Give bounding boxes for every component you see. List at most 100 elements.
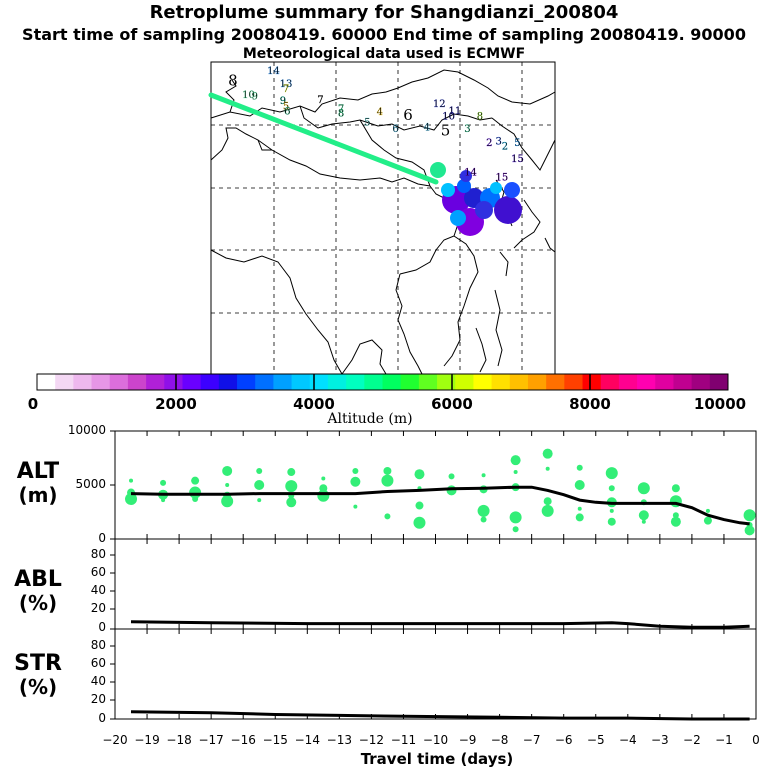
colorbar-cell	[346, 374, 365, 390]
alt-point	[672, 512, 679, 519]
xaxis-label: Travel time (days)	[361, 750, 514, 768]
xaxis-tick-label: −2	[683, 733, 701, 747]
colorbar-cell	[291, 374, 311, 390]
str-panel-label: STR	[14, 651, 62, 676]
xaxis-tick-label: −11	[391, 733, 416, 747]
colorbar-cell	[691, 374, 711, 390]
alt-point	[254, 480, 265, 490]
abl-ytick: 0	[98, 620, 106, 634]
map-day-label: 11	[449, 106, 462, 117]
colorbar-cell	[273, 374, 293, 390]
colorbar-tick: 2000	[155, 395, 197, 413]
xaxis-tick-label: −9	[459, 733, 477, 747]
xaxis-tick-label: −18	[166, 733, 191, 747]
colorbar-cell	[73, 374, 93, 390]
colorbar-cell	[637, 374, 656, 390]
alt-point	[257, 498, 262, 503]
met-data-note: Meteorological data used is ECMWF	[242, 46, 526, 62]
xaxis-tick-label: −4	[619, 733, 637, 747]
colorbar-cell	[400, 374, 420, 390]
xaxis-tick-label: −12	[359, 733, 384, 747]
alt-point	[576, 464, 583, 471]
xaxis-tick-label: 0	[752, 733, 760, 747]
panel-yticks	[110, 430, 115, 720]
str-ytick: 0	[98, 711, 106, 725]
map-day-label: 3	[464, 124, 470, 135]
colorbar-tick: 0	[28, 395, 38, 413]
map-day-label: 8	[338, 108, 344, 119]
alt-point	[285, 480, 298, 493]
alt-point	[512, 526, 519, 533]
map-day-label: 6	[284, 106, 290, 117]
xaxis-tick-label: −5	[587, 733, 605, 747]
colorbar-cell	[109, 374, 129, 390]
alt-scatter	[125, 448, 756, 536]
alt-ytick: 10000	[68, 423, 106, 437]
str-ytick: 20	[91, 692, 106, 706]
alt-point	[575, 513, 584, 522]
map-day-label: 5	[283, 101, 289, 112]
alt-point	[287, 468, 296, 477]
alt-panel-label: ALT	[17, 459, 59, 484]
xaxis-tick-label: −1	[715, 733, 733, 747]
sampling-times: Start time of sampling 20080419. 60000 E…	[22, 25, 746, 44]
map-day-label: 9	[280, 96, 286, 107]
xaxis-tick-label: −6	[555, 733, 573, 747]
alt-point	[256, 467, 263, 474]
colorbar-tick: 6000	[431, 395, 473, 413]
colorbar-cell	[327, 374, 347, 390]
alt-point	[350, 476, 361, 487]
colorbar-cell	[527, 374, 547, 390]
alt-point	[413, 516, 426, 529]
alt-point	[317, 489, 330, 502]
map-day-label: 7	[317, 95, 323, 106]
xaxis-tick-label: −16	[231, 733, 256, 747]
alt-point	[222, 465, 233, 476]
map-day-label: 12	[433, 99, 446, 110]
colorbar-cell	[55, 374, 74, 390]
str-panel-unit: (%)	[19, 675, 57, 699]
alt-point	[545, 466, 550, 471]
str-line	[130, 710, 750, 721]
plume-markers	[430, 162, 522, 236]
retroplume-centroid-path	[208, 92, 439, 185]
alt-point	[286, 497, 297, 508]
map-day-label: 10	[242, 90, 255, 101]
alt-point	[608, 485, 615, 492]
alt-point	[542, 448, 553, 459]
map-day-label: 8	[477, 111, 483, 122]
alt-point	[744, 525, 755, 536]
abl-ytick: 20	[91, 601, 106, 615]
alt-point	[353, 504, 358, 509]
map-day-label: 13	[280, 79, 293, 90]
colorbar-cell	[218, 374, 238, 390]
alt-point	[414, 469, 425, 480]
map-day-label: 5	[514, 138, 520, 149]
alt-point	[541, 504, 554, 517]
colorbar-frame	[36, 373, 729, 391]
colorbar-cell	[582, 374, 602, 390]
alt-point	[543, 497, 552, 506]
abl-ytick: 60	[91, 565, 106, 579]
colorbar-cell	[437, 374, 456, 390]
xaxis-tick-label: −15	[263, 733, 288, 747]
map-day-label: 10	[442, 111, 455, 122]
map-day-label: 15	[495, 173, 508, 184]
alt-point	[381, 474, 394, 487]
colorbar-label: Altitude (m)	[326, 411, 412, 427]
colorbar-cell	[164, 374, 183, 390]
colorbar-cell	[655, 374, 674, 390]
colorbar-cell	[255, 374, 274, 390]
map-day-label: 15	[511, 154, 524, 165]
colorbar-cell	[564, 374, 584, 390]
colorbar-cell	[473, 374, 493, 390]
alt-point	[513, 470, 518, 475]
map-day-label: 9	[252, 91, 258, 102]
alt-point	[607, 517, 616, 526]
abl-ytick: 40	[91, 583, 106, 597]
alt-point	[641, 519, 646, 524]
alt-ytick: 5000	[75, 477, 106, 491]
colorbar-cell	[618, 374, 638, 390]
